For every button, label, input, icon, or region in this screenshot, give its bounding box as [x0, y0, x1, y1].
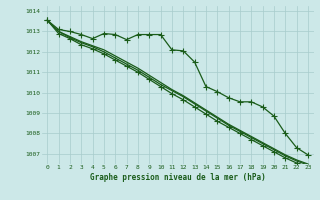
X-axis label: Graphe pression niveau de la mer (hPa): Graphe pression niveau de la mer (hPa) [90, 173, 266, 182]
